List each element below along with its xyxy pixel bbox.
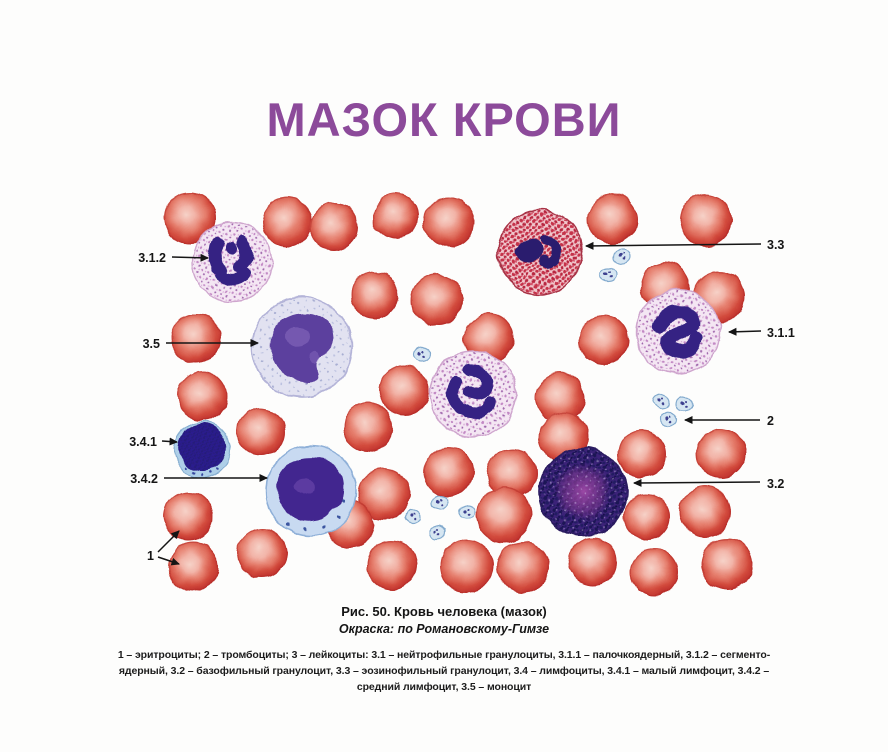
rbc-cell <box>624 494 670 540</box>
rbc-cell <box>168 542 218 592</box>
label-2: 2 <box>684 414 774 428</box>
label-3.4.1: 3.4.1 <box>129 435 178 449</box>
label-text: 3.1.1 <box>767 326 795 340</box>
rbc-cell <box>411 274 463 326</box>
label-3.4.2: 3.4.2 <box>130 472 268 486</box>
rbc-cell <box>630 548 678 596</box>
label-text: 3.4.2 <box>130 472 158 486</box>
platelet <box>458 504 476 520</box>
legend-line: 1 – эритроциты; 2 – тромбоциты; 3 – лейк… <box>117 649 771 661</box>
platelet <box>404 509 422 525</box>
rbc-cell <box>569 538 617 586</box>
platelet <box>613 249 631 265</box>
platelet <box>660 411 678 427</box>
monocyte-cell <box>251 296 353 398</box>
rbc-cell <box>680 194 732 246</box>
rbc-cell <box>310 203 358 251</box>
legend-line: средний лимфоцит, 3.5 – моноцит <box>356 681 532 693</box>
platelet <box>599 267 617 283</box>
rbc-cell <box>588 194 638 244</box>
platelet <box>413 346 431 362</box>
rbc-cell <box>440 539 494 593</box>
label-3.1.2: 3.1.2 <box>138 251 209 265</box>
segmented-neutrophil-cell <box>191 221 273 303</box>
neutrophil-cell <box>429 350 517 438</box>
rbc-cell <box>367 540 417 590</box>
label-text: 3.2 <box>767 477 784 491</box>
rbc-cell <box>497 541 549 593</box>
platelet <box>431 495 449 511</box>
label-3.5: 3.5 <box>143 337 259 351</box>
rbc-cell <box>701 538 753 590</box>
page-title: МАЗОК КРОВИ <box>266 93 622 146</box>
label-text: 3.1.2 <box>138 251 166 265</box>
rbc-cell <box>351 271 399 319</box>
label-text: 3.3 <box>767 238 784 252</box>
rbc-cell <box>424 197 474 247</box>
rbc-cell <box>476 487 532 543</box>
platelet <box>675 396 693 412</box>
band-neutrophil-cell <box>635 289 721 375</box>
rbc-cell <box>579 315 629 365</box>
cells-layer <box>163 192 753 596</box>
label-3.1.1: 3.1.1 <box>728 326 795 340</box>
rbc-cell <box>423 447 473 497</box>
rbc-cell <box>696 428 746 478</box>
label-text: 3.5 <box>143 337 160 351</box>
rbc-cell <box>618 430 666 478</box>
rbc-cell <box>164 192 216 244</box>
rbc-cell <box>379 365 429 415</box>
labels-layer: 3.1.2 3.5 3.4.1 3.4.2 1 3.3 3.1.1 2 3.2 <box>129 238 795 566</box>
rbc-cell <box>237 528 287 578</box>
label-3.2: 3.2 <box>633 477 784 491</box>
label-text: 1 <box>147 549 154 563</box>
label-text: 2 <box>767 414 774 428</box>
rbc-cell <box>163 491 213 541</box>
rbc-cell <box>679 486 731 538</box>
figure-stain-caption: Окраска: по Романовскому-Гимзе <box>338 622 550 636</box>
legend-line: ядерный, 3.2 – базофильный гранулоцит, 3… <box>118 665 770 677</box>
label-3.3: 3.3 <box>585 238 784 252</box>
rbc-cell <box>262 197 312 247</box>
label-1: 1 <box>147 530 180 566</box>
figure-caption: Рис. 50. Кровь человека (мазок) <box>341 604 547 619</box>
rbc-cell <box>177 371 227 421</box>
small-lymphocyte-cell <box>173 421 231 479</box>
basophil-cell <box>538 447 628 537</box>
label-text: 3.4.1 <box>129 435 157 449</box>
eosinophil-cell <box>497 209 583 295</box>
rbc-cell <box>171 313 221 363</box>
medium-lymphocyte-cell <box>265 445 357 537</box>
rbc-cell <box>343 402 393 452</box>
figure-legend: 1 – эритроциты; 2 – тромбоциты; 3 – лейк… <box>44 647 844 695</box>
rbc-cell <box>358 468 410 520</box>
rbc-cell <box>237 408 285 456</box>
rbc-cell <box>373 193 419 239</box>
platelet <box>652 394 670 410</box>
platelet <box>428 525 446 541</box>
